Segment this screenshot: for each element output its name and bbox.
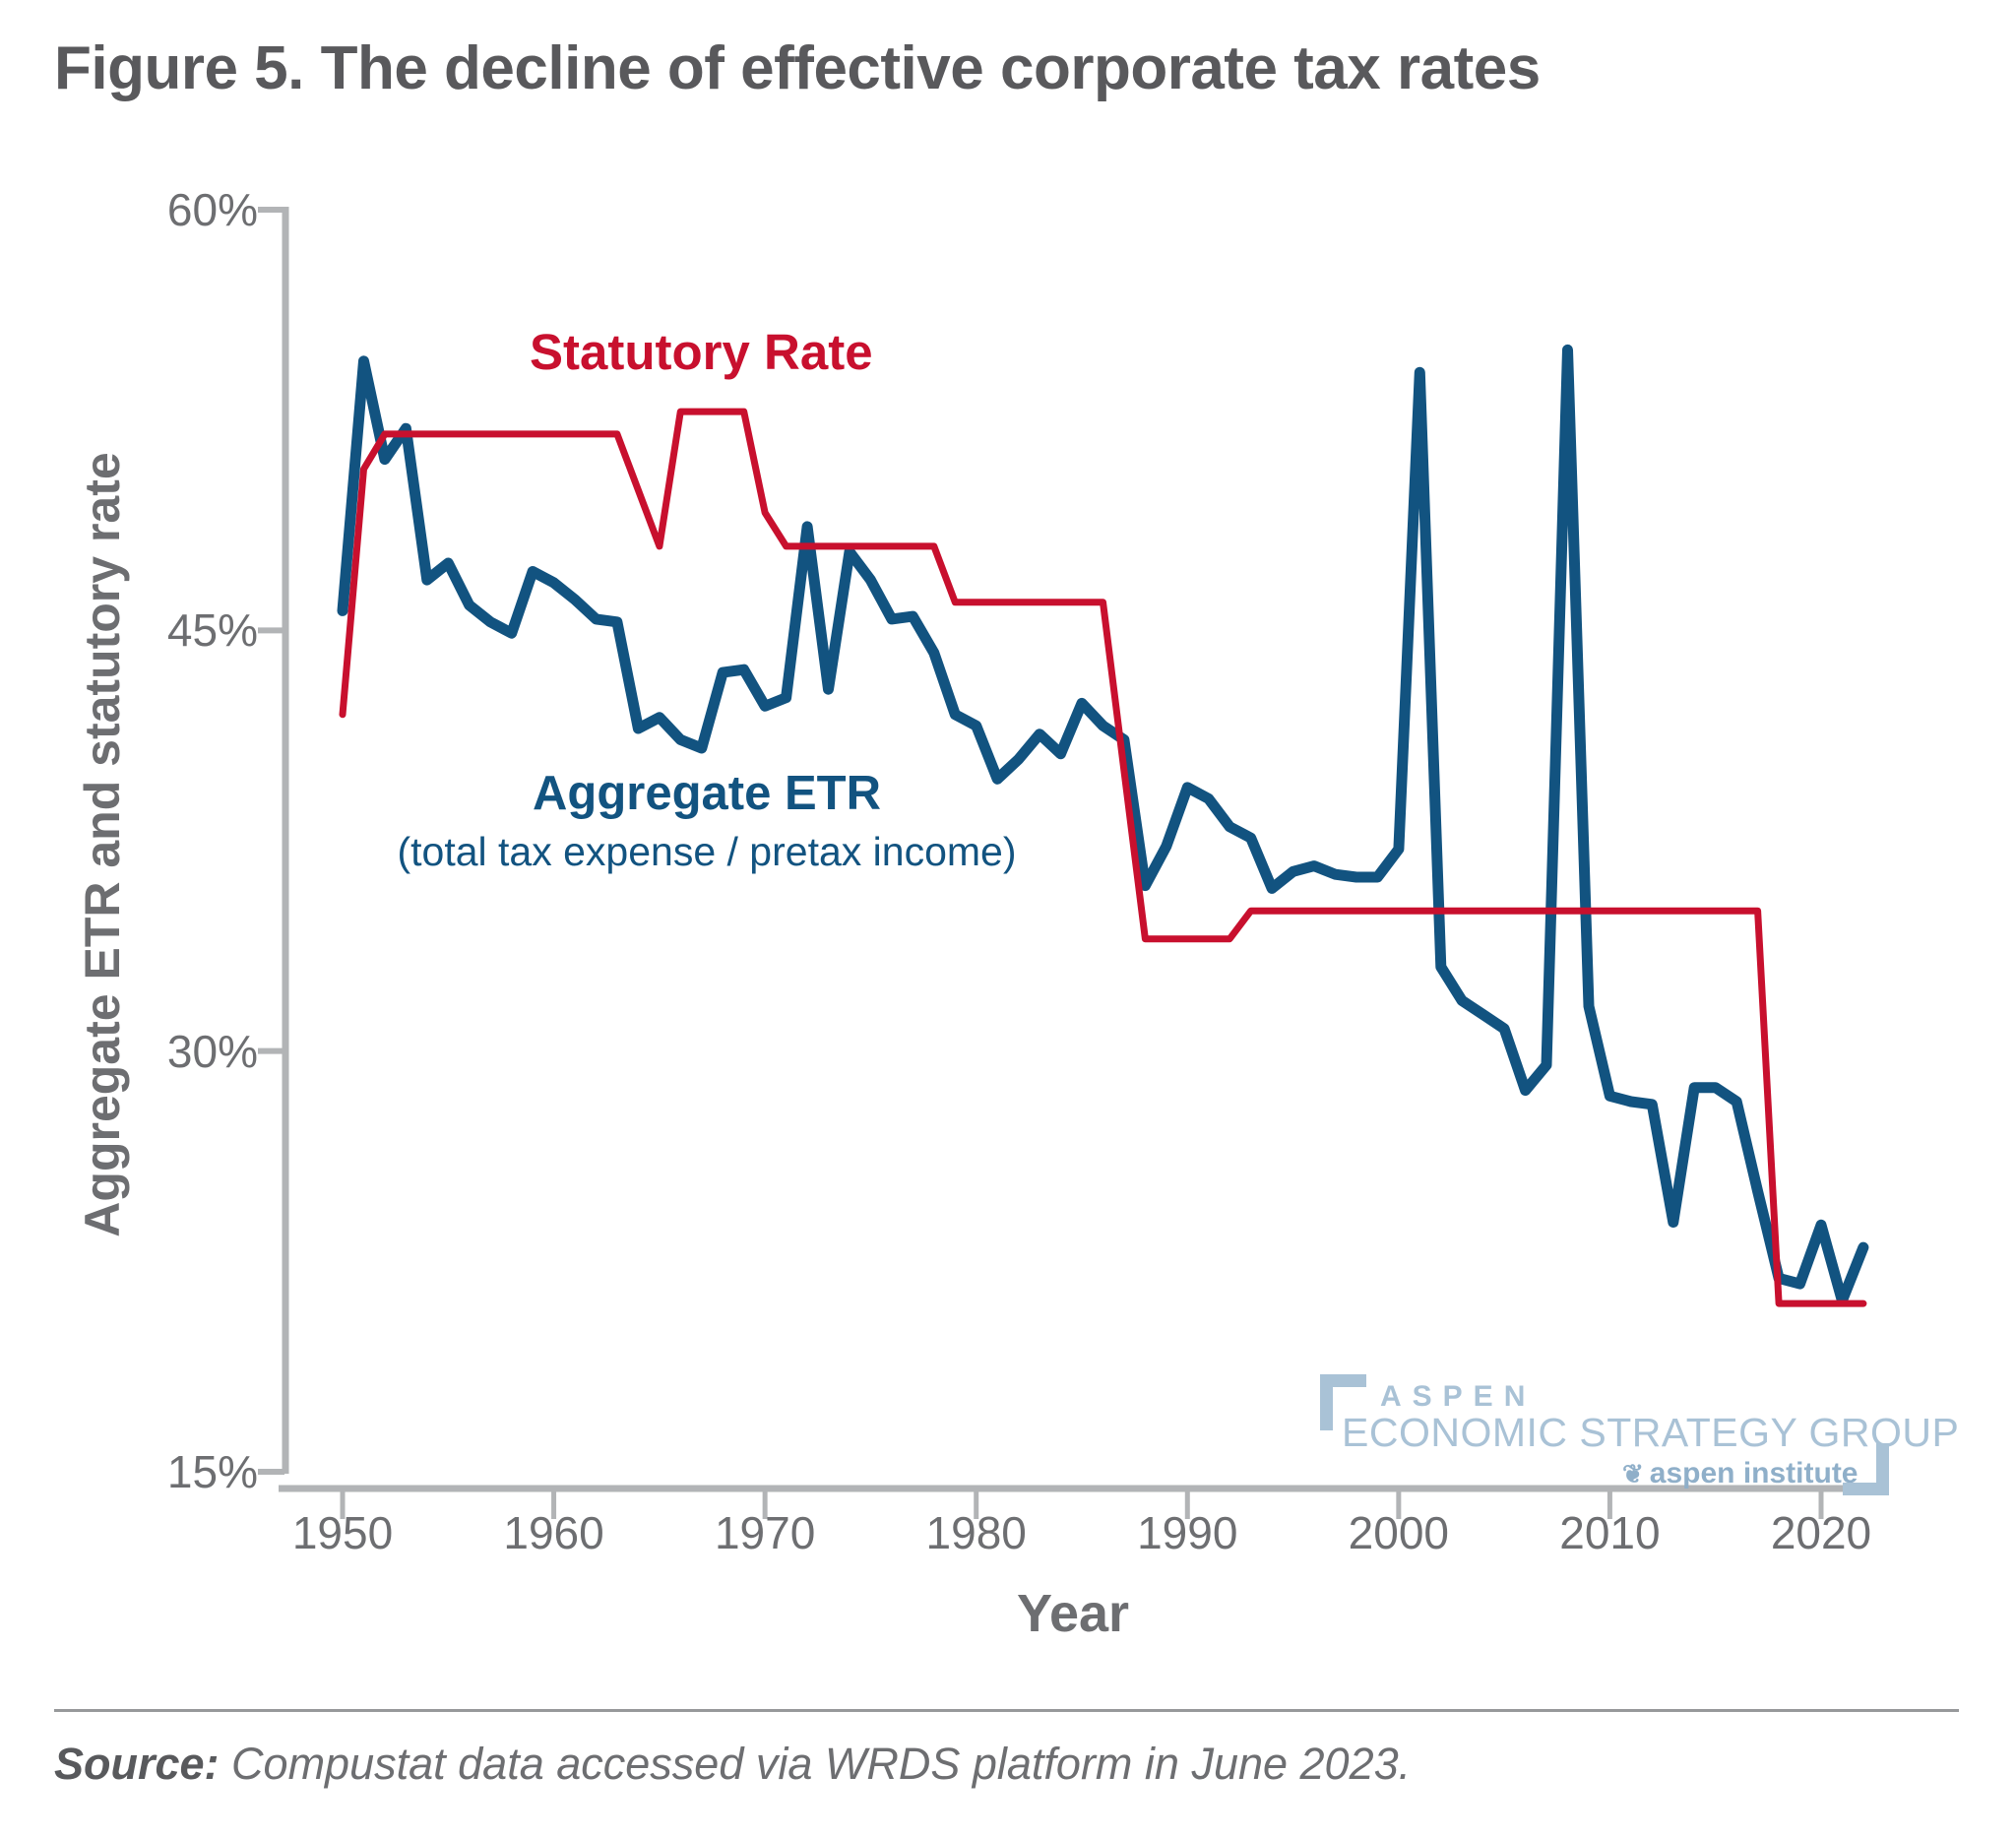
axes: [258, 207, 1865, 1519]
logo-group-text: ECONOMIC STRATEGY GROUP: [1342, 1410, 1960, 1455]
y-tick-label-60%: 60%: [166, 184, 258, 235]
x-tick-label-1960: 1960: [503, 1507, 604, 1558]
footer-divider: [54, 1709, 1959, 1712]
source-prefix: Source:: [54, 1739, 220, 1789]
x-axis-title: Year: [1016, 1584, 1130, 1643]
logo-bracket-top-left-icon: [1320, 1374, 1366, 1430]
aspen-leaf-icon: ❦: [1622, 1459, 1644, 1489]
logo-institute-label: aspen institute: [1649, 1457, 1858, 1489]
aggregate-etr-line: [337, 344, 1869, 1306]
x-tick-label-1990: 1990: [1137, 1507, 1238, 1558]
statutory-rate-line: [339, 408, 1867, 1307]
x-tick-label-2020: 2020: [1770, 1507, 1872, 1558]
logo-bracket-bottom-right-icon: [1843, 1443, 1889, 1495]
x-tick-label-1970: 1970: [714, 1507, 816, 1558]
statutory-rate-series-label: Statutory Rate: [530, 324, 873, 380]
aggregate-etr-series-label: Aggregate ETR: [533, 767, 881, 820]
x-tick-label-1950: 1950: [291, 1507, 394, 1558]
source-text: Compustat data accessed via WRDS platfor…: [219, 1739, 1412, 1789]
x-tick-label-2010: 2010: [1559, 1507, 1661, 1558]
y-tick-label-15%: 15%: [166, 1446, 258, 1497]
y-tick-label-30%: 30%: [166, 1025, 258, 1077]
source-note: Source: Compustat data accessed via WRDS…: [54, 1739, 1411, 1790]
y-tick-label-45%: 45%: [166, 604, 258, 657]
x-tick-label-1980: 1980: [925, 1507, 1027, 1558]
logo-aspen-text: ASPEN: [1380, 1380, 1537, 1413]
x-tick-label-2000: 2000: [1348, 1507, 1450, 1558]
aspen-esg-logo: ASPEN ECONOMIC STRATEGY GROUP ❦ aspen ins…: [1309, 1368, 1959, 1516]
aggregate-etr-series-sublabel: (total tax expense / pretax income): [397, 829, 1017, 874]
figure-title: Figure 5. The decline of effective corpo…: [54, 34, 1541, 102]
logo-institute-text: ❦ aspen institute: [1622, 1457, 1858, 1490]
y-axis-title: Aggregate ETR and statutory rate: [75, 452, 130, 1237]
